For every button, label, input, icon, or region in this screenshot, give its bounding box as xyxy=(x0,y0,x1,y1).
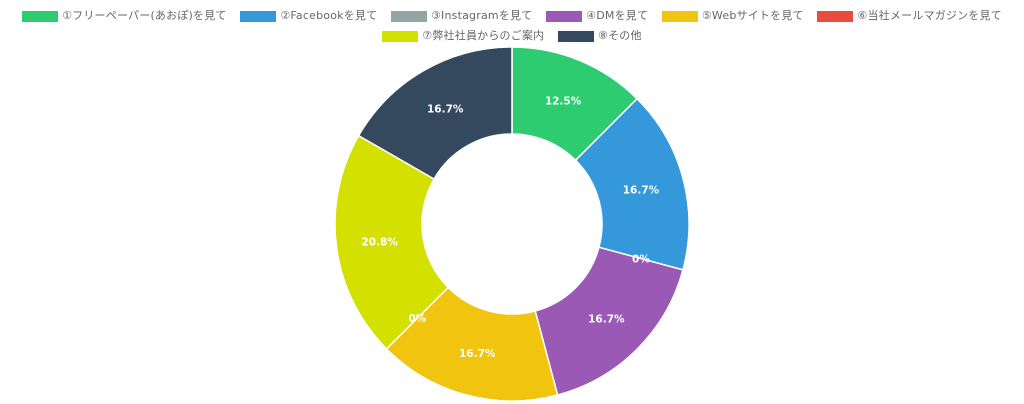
donut-labels: 12.5% 16.7% 0% 16.7% 16.7% 0% 20.8% 16.7% xyxy=(361,96,659,360)
legend-label-staff: ⑦弊社社員からのご案内 xyxy=(422,29,545,42)
legend-swatch-instagram xyxy=(391,10,427,22)
legend: ①フリーペーパー(あおぽ)を見て ②Facebookを見て ③Instagram… xyxy=(0,6,1024,46)
slice-facebook[interactable] xyxy=(574,97,690,271)
legend-label-facebook: ②Facebookを見て xyxy=(280,9,378,22)
legend-item-staff[interactable]: ⑦弊社社員からのご案内 xyxy=(382,26,544,46)
slice-website[interactable] xyxy=(385,286,559,402)
legend-swatch-other xyxy=(558,30,595,42)
legend-label-instagram: ③Instagramを見て xyxy=(431,9,533,22)
legend-row-2: ⑦弊社社員からのご案内 ⑧その他 xyxy=(0,26,1024,46)
legend-label-website: ⑤Webサイトを見て xyxy=(701,9,804,22)
legend-swatch-staff xyxy=(382,30,419,42)
slice-dm[interactable] xyxy=(534,246,684,396)
legend-label-other: ⑧その他 xyxy=(598,29,642,42)
legend-label-mail-magazine: ⑥当社メールマガジンを見て xyxy=(857,9,1002,22)
slice-label-staff: 20.8% xyxy=(361,236,398,248)
legend-item-mail-magazine[interactable]: ⑥当社メールマガジンを見て xyxy=(817,6,1002,26)
legend-item-website[interactable]: ⑤Webサイトを見て xyxy=(661,6,804,26)
legend-item-dm[interactable]: ④DMを見て xyxy=(546,6,648,26)
legend-row-1: ①フリーペーパー(あおぽ)を見て ②Facebookを見て ③Instagram… xyxy=(0,6,1024,26)
legend-item-other[interactable]: ⑧その他 xyxy=(558,26,642,46)
legend-swatch-website xyxy=(661,10,698,22)
legend-swatch-mail-magazine xyxy=(817,10,854,22)
slice-label-other: 16.7% xyxy=(427,103,464,115)
slice-label-website: 16.7% xyxy=(459,348,496,360)
slice-label-mail-magazine: 0% xyxy=(408,313,426,325)
slice-staff[interactable] xyxy=(334,134,450,350)
legend-label-dm: ④DMを見て xyxy=(586,9,649,22)
slice-label-instagram: 0% xyxy=(632,254,650,266)
slice-other[interactable] xyxy=(357,46,513,181)
slice-label-dm: 16.7% xyxy=(588,313,625,325)
legend-swatch-dm xyxy=(546,10,583,22)
legend-item-free-paper[interactable]: ①フリーペーパー(あおぽ)を見て xyxy=(22,6,227,26)
slice-label-free-paper: 12.5% xyxy=(545,96,582,108)
legend-item-facebook[interactable]: ②Facebookを見て xyxy=(240,6,377,26)
legend-label-free-paper: ①フリーペーパー(あおぽ)を見て xyxy=(62,9,227,22)
legend-swatch-facebook xyxy=(240,10,277,22)
donut-slices xyxy=(334,46,690,402)
legend-item-instagram[interactable]: ③Instagramを見て xyxy=(391,6,532,26)
legend-swatch-free-paper xyxy=(22,10,59,22)
slice-label-facebook: 16.7% xyxy=(623,184,660,196)
